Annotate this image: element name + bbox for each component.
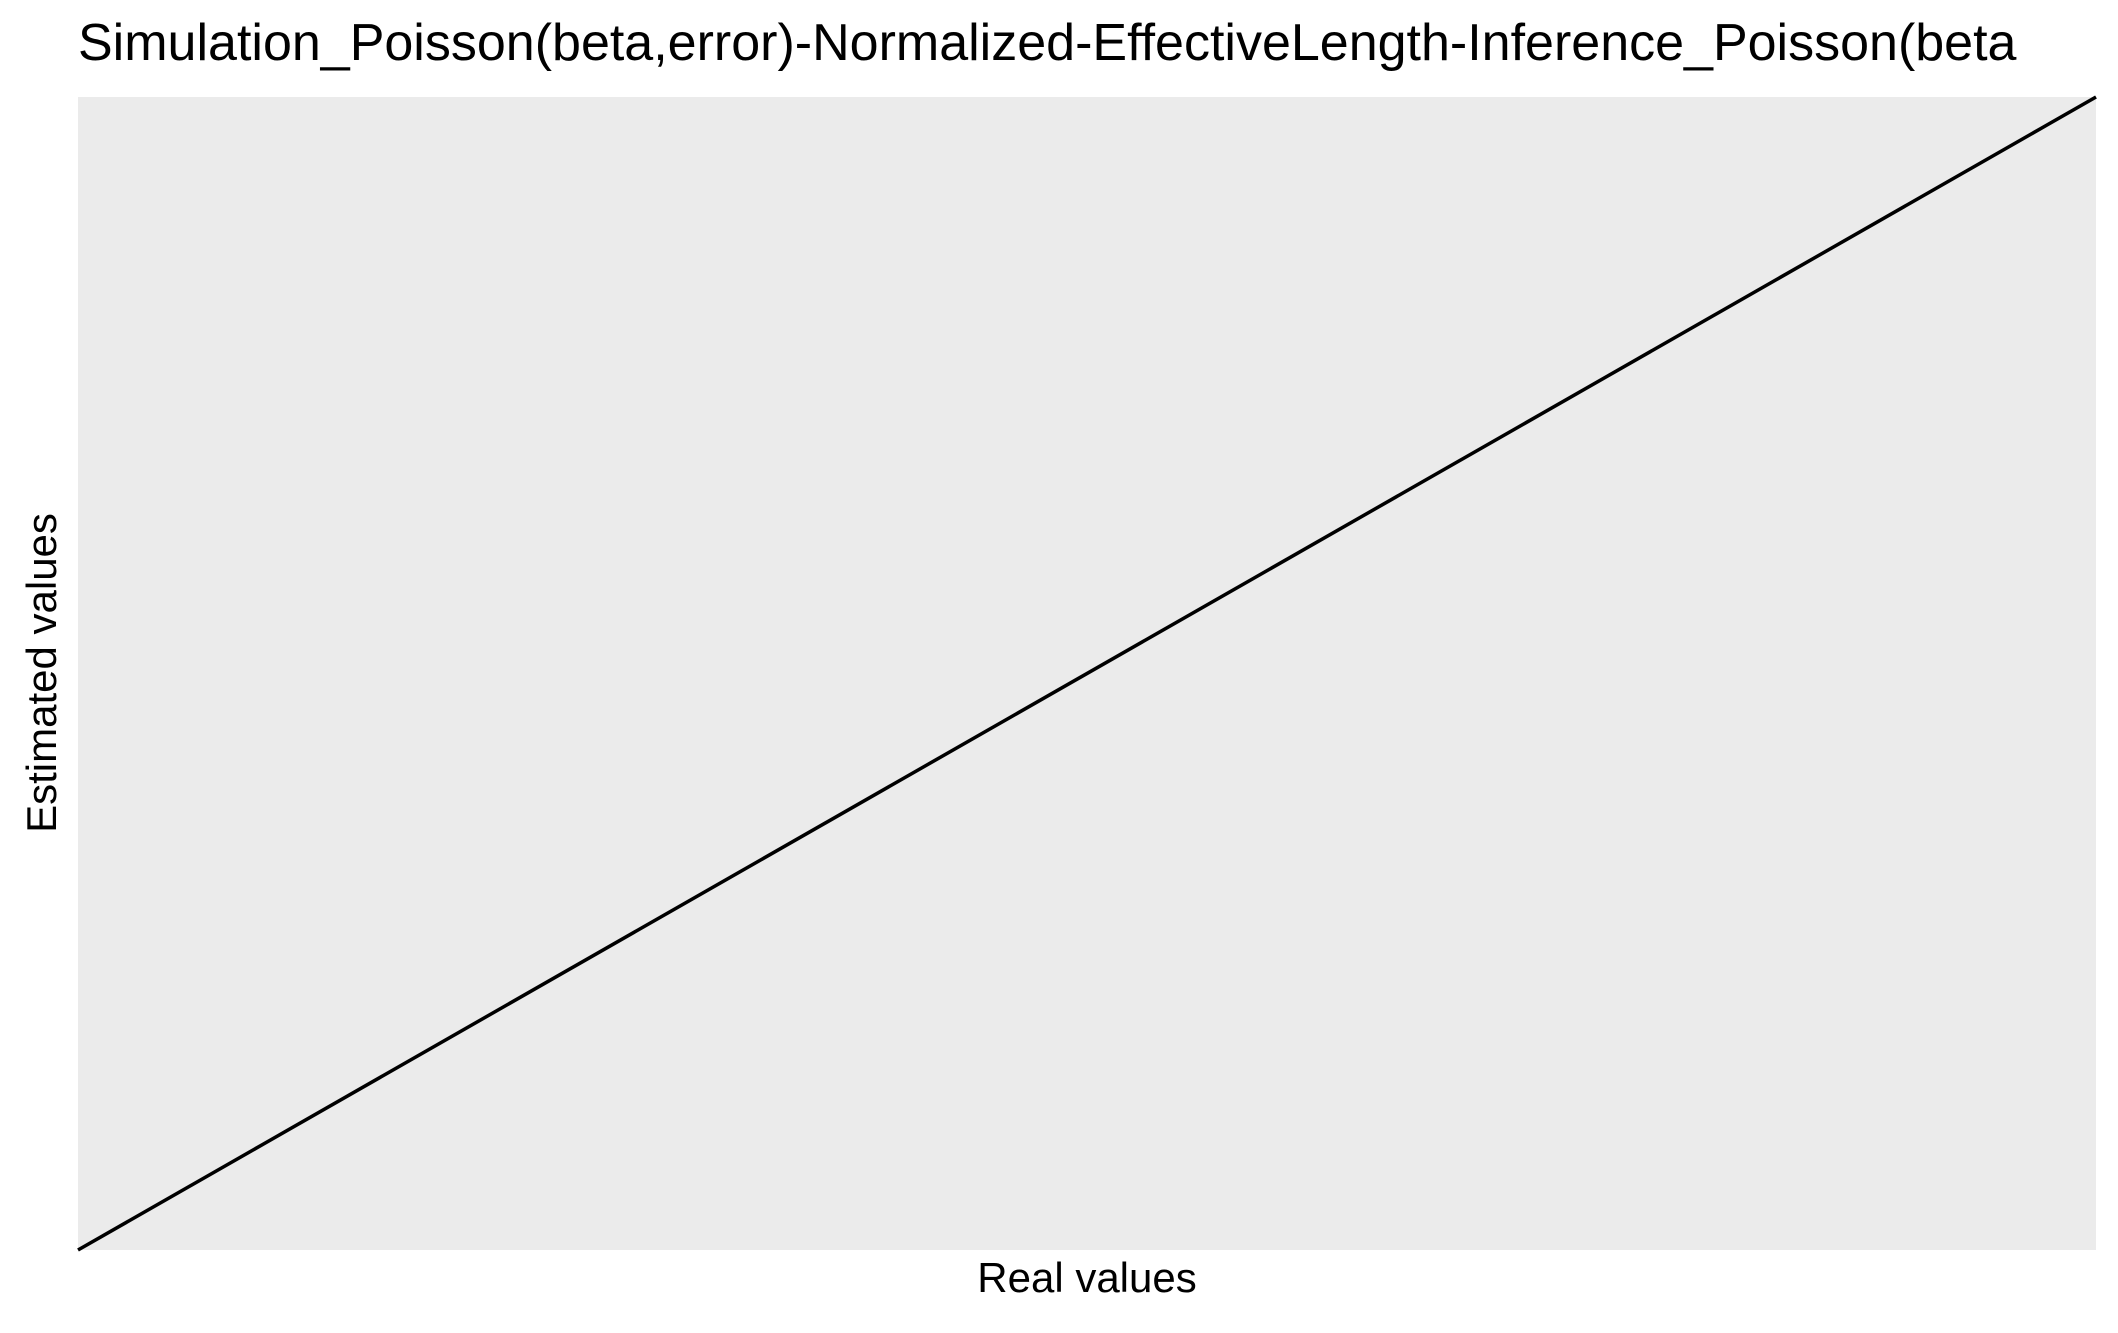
series-line-0 (77, 95, 2097, 1252)
series-layer (77, 95, 2097, 1252)
y-axis-label: Estimated values (18, 513, 65, 833)
chart-title: Simulation_Poisson(beta,error)-Normalize… (78, 14, 2017, 72)
x-axis-label: Real values (977, 1254, 1196, 1301)
